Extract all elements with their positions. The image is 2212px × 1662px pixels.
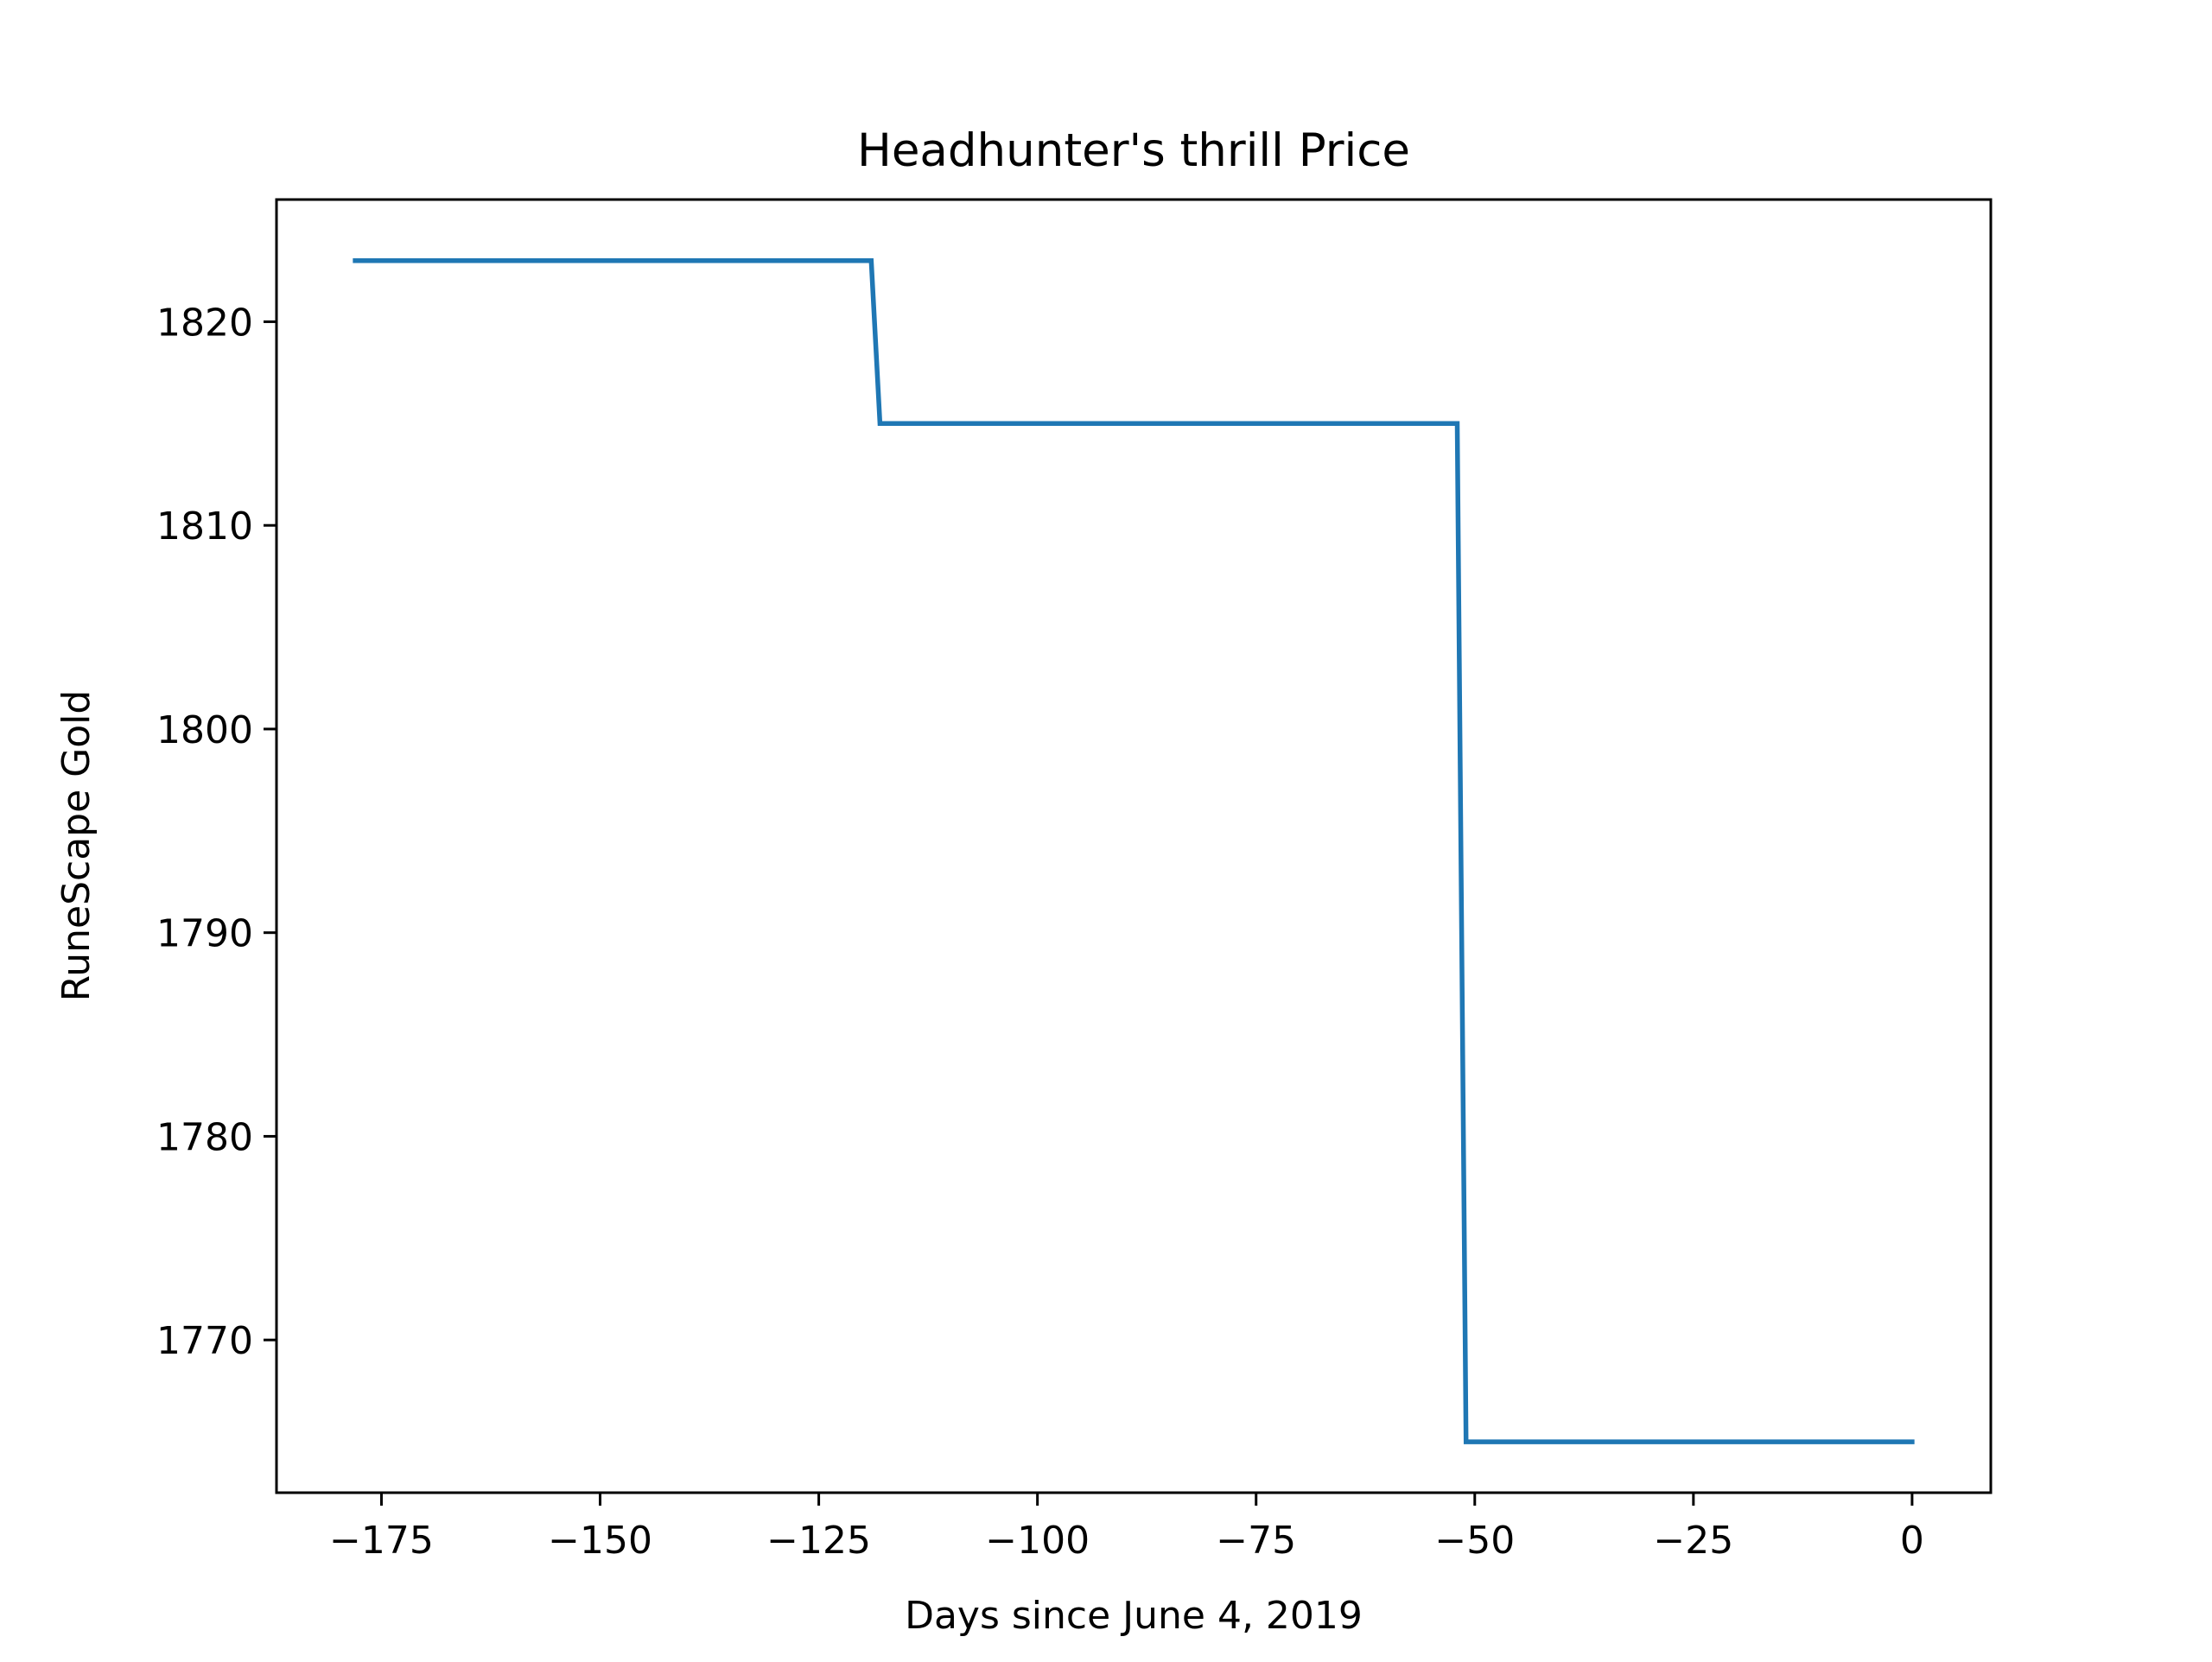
y-tick-label: 1770 bbox=[156, 1319, 253, 1363]
x-tick-label: −50 bbox=[1434, 1519, 1515, 1563]
price-series-line bbox=[353, 257, 1915, 1444]
x-tick-label: −100 bbox=[985, 1519, 1090, 1563]
y-tick-label: 1790 bbox=[156, 912, 253, 956]
y-axis-label: RuneScape Gold bbox=[54, 690, 99, 1002]
x-tick-label: −150 bbox=[548, 1519, 652, 1563]
x-tick-label: −125 bbox=[766, 1519, 871, 1563]
y-axis-ticks: 1770 1780 1790 1800 1810 1820 bbox=[156, 301, 276, 1363]
x-axis-label: Days since June 4, 2019 bbox=[905, 1594, 1363, 1638]
y-tick-label: 1800 bbox=[156, 708, 253, 752]
x-tick-label: −25 bbox=[1653, 1519, 1733, 1563]
x-tick-label: 0 bbox=[1900, 1519, 1924, 1563]
chart-title: Headhunter's thrill Price bbox=[857, 124, 1410, 177]
axes-frame bbox=[275, 198, 1993, 1494]
y-tick-label: 1780 bbox=[156, 1115, 253, 1159]
x-tick-label: −175 bbox=[329, 1519, 434, 1563]
plot-layer bbox=[353, 257, 1915, 1444]
y-tick-label: 1810 bbox=[156, 504, 253, 549]
x-axis-ticks: −175 −150 −125 −100 −75 −50 −25 0 bbox=[329, 1493, 1924, 1563]
y-tick-label: 1820 bbox=[156, 301, 253, 345]
x-tick-label: −75 bbox=[1216, 1519, 1296, 1563]
